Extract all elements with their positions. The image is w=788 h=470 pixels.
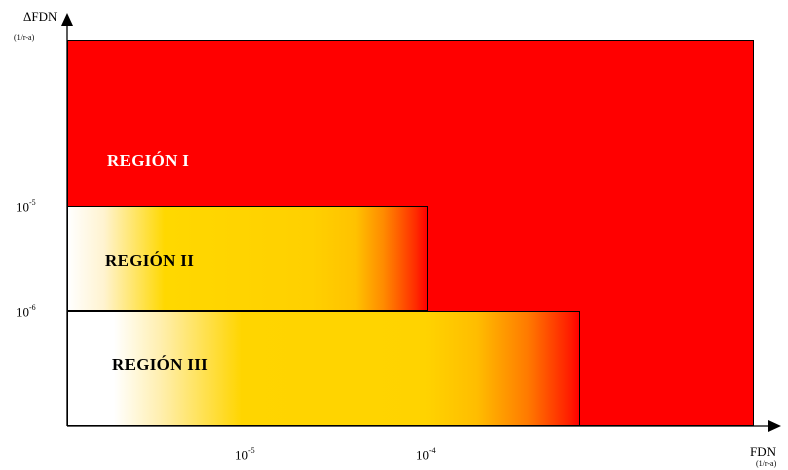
y-tick-label: 10-6	[16, 303, 36, 320]
x-tick-label: 10-4	[416, 446, 436, 463]
x-axis-unit: (1/r-a)	[756, 459, 777, 468]
y-axis-arrow	[61, 13, 73, 26]
x-axis-arrow	[768, 420, 781, 432]
region-3-area	[67, 311, 580, 426]
x-tick-label: 10-5	[235, 446, 255, 463]
y-tick-label: 10-5	[16, 198, 36, 215]
y-axis-title: ΔFDN	[23, 9, 58, 24]
region-2-label: REGIÓN II	[105, 251, 195, 270]
y-axis-unit: (1/r-a)	[14, 33, 35, 42]
x-axis-title: FDN	[750, 444, 777, 459]
region-2-area	[67, 206, 428, 311]
region-1-label: REGIÓN I	[107, 151, 190, 170]
region-3-label: REGIÓN III	[112, 355, 209, 374]
